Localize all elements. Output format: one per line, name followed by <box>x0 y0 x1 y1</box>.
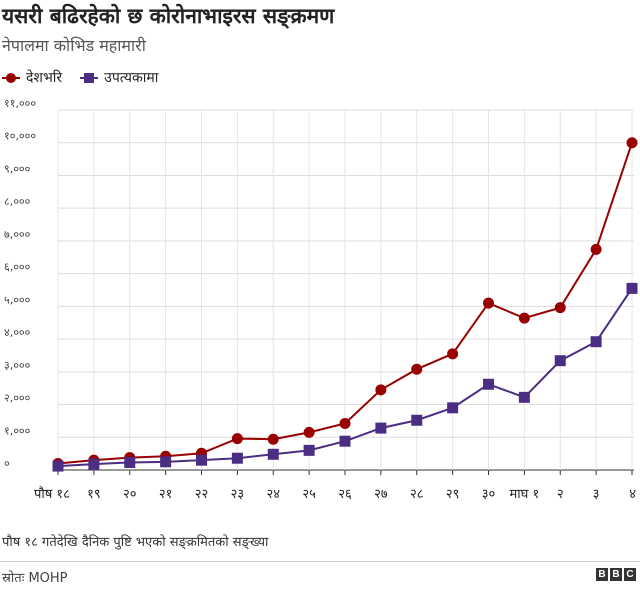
x-tick-label: २८ <box>410 487 424 502</box>
data-point-valley <box>303 444 315 456</box>
data-point-valley <box>267 448 279 460</box>
data-point-valley <box>375 422 387 434</box>
legend-item-nationwide: देशभरि <box>2 68 62 87</box>
data-point-nationwide <box>267 433 279 445</box>
y-tick-label: ८,००० <box>4 195 31 208</box>
y-tick-label: १०,००० <box>4 130 36 143</box>
data-point-nationwide <box>411 363 423 375</box>
x-tick-label: २४ <box>266 487 280 502</box>
y-tick-label: ३,००० <box>4 359 31 372</box>
data-point-valley <box>124 456 136 468</box>
data-point-valley <box>626 282 638 294</box>
x-tick-label: ३ <box>593 487 600 502</box>
x-tick-label: माघ १ <box>510 487 540 502</box>
data-point-nationwide <box>483 297 494 309</box>
legend-square <box>84 72 95 83</box>
data-point-nationwide <box>339 418 351 430</box>
data-point-nationwide <box>554 302 566 314</box>
x-tick-label: २३ <box>231 487 245 502</box>
data-point-valley <box>231 452 243 464</box>
bbc-logo-letter: B <box>596 568 608 581</box>
x-tick-label: पौष १८ <box>34 486 70 502</box>
x-tick-label: ३० <box>482 487 496 502</box>
data-point-nationwide <box>303 426 315 438</box>
data-point-valley <box>447 402 459 414</box>
chart-legend: देशभरि उपत्यकामा <box>2 68 176 87</box>
chart-subtitle: नेपालमा कोभिड महामारी <box>2 36 146 55</box>
legend-item-valley: उपत्यकामा <box>80 68 158 87</box>
y-tick-label: ७,००० <box>4 228 31 241</box>
x-tick-label: २२ <box>195 487 209 502</box>
x-tick-label: २ <box>557 487 564 502</box>
x-tick-label: २९ <box>446 487 460 502</box>
x-tick-label: २६ <box>338 487 352 502</box>
x-tick-label: २० <box>123 487 137 502</box>
legend-label-nationwide: देशभरि <box>26 70 63 86</box>
x-tick-label: २१ <box>159 487 173 502</box>
data-point-valley <box>339 435 351 447</box>
data-point-valley <box>196 454 207 466</box>
bbc-logo: B B C <box>594 568 636 581</box>
chart-note: पौष १८ गतेदेखि दैनिक पुष्टि भएको सङ्क्रम… <box>2 535 269 550</box>
x-tick-label: १९ <box>87 487 101 502</box>
circle-marker-icon <box>2 71 20 85</box>
footer-divider <box>0 561 640 562</box>
source-text: स्रोतः MOHP <box>2 571 68 586</box>
data-point-valley <box>160 456 172 468</box>
y-tick-label: १,००० <box>4 424 31 437</box>
bbc-logo-letter: C <box>624 568 636 581</box>
line-chart: ० १,००० २,००० ३,००० ४,००० ५,००० ६,००० ७,००० ८,००… <box>4 100 638 502</box>
data-point-nationwide <box>375 384 387 396</box>
data-point-nationwide <box>518 312 530 324</box>
y-tick-label: ५,००० <box>4 293 31 306</box>
x-tick-label: २५ <box>302 487 316 502</box>
y-tick-label: ४,००० <box>4 326 31 339</box>
data-point-valley <box>554 355 566 367</box>
bbc-logo-letter: B <box>610 568 622 581</box>
data-point-nationwide <box>231 433 243 445</box>
legend-label-valley: उपत्यकामा <box>104 70 159 86</box>
chart-title: यसरी बढिरहेको छ कोरोनाभाइरस सङ्क्रमण <box>2 4 335 28</box>
data-point-valley <box>590 336 602 348</box>
data-point-valley <box>518 391 530 403</box>
data-point-valley <box>411 414 423 426</box>
data-point-valley <box>88 458 100 470</box>
legend-dot <box>6 72 16 83</box>
square-marker-icon <box>80 71 99 85</box>
data-point-valley <box>52 460 64 472</box>
y-tick-label: २,००० <box>4 392 31 405</box>
data-point-nationwide <box>447 348 459 360</box>
y-tick-label: ११,००० <box>4 100 36 110</box>
x-tick-label: २७ <box>374 487 388 502</box>
y-tick-label: ९,००० <box>4 162 31 175</box>
data-point-nationwide <box>626 137 638 149</box>
y-tick-label: ६,००० <box>4 261 31 274</box>
data-point-valley <box>483 378 494 390</box>
x-tick-label: ४ <box>629 487 636 502</box>
y-tick-label: ० <box>4 457 10 470</box>
data-point-nationwide <box>590 243 602 255</box>
